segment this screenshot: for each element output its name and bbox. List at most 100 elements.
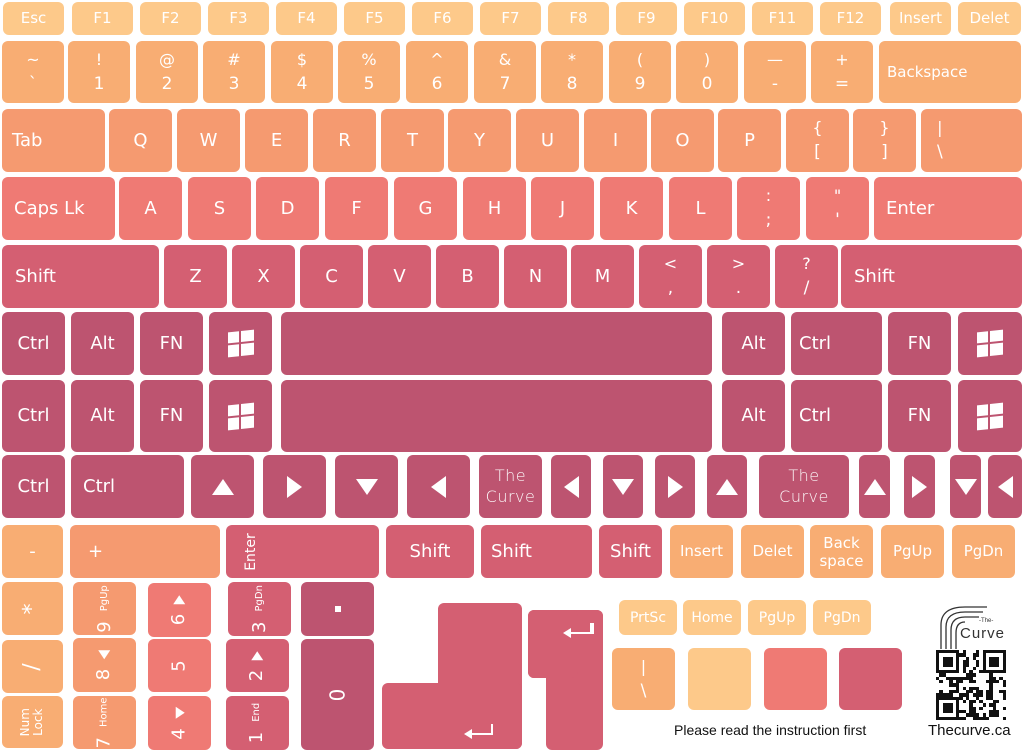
key-f1[interactable]: F1: [72, 2, 133, 35]
key-delet[interactable]: Delet: [958, 2, 1021, 35]
key-arrow-right[interactable]: [655, 455, 695, 518]
key-shift[interactable]: Shift: [841, 245, 1022, 308]
key-arrow-up[interactable]: [707, 455, 747, 518]
key-f8[interactable]: F8: [548, 2, 609, 35]
key-fn[interactable]: FN: [140, 312, 203, 375]
key-numpad-dot[interactable]: [301, 582, 374, 636]
key-pgup[interactable]: PgUp: [748, 600, 806, 635]
key-f6[interactable]: F6: [412, 2, 473, 35]
key-9[interactable]: (9: [609, 41, 671, 103]
key--[interactable]: — -: [744, 41, 806, 103]
key-the-curve[interactable]: The Curve: [759, 455, 849, 518]
key-f11[interactable]: F11: [752, 2, 813, 35]
key-o[interactable]: O: [651, 109, 714, 172]
key-space[interactable]: [281, 380, 712, 452]
key-f7[interactable]: F7: [480, 2, 541, 35]
key-shift[interactable]: Shift: [2, 245, 159, 308]
key-windows[interactable]: [209, 380, 272, 452]
key-windows[interactable]: [958, 380, 1022, 452]
key-windows[interactable]: [958, 312, 1022, 375]
key-n[interactable]: N: [504, 245, 567, 308]
key-f4[interactable]: F4: [276, 2, 337, 35]
key-num-lock[interactable]: Num Lock: [2, 696, 63, 748]
key-f5[interactable]: F5: [344, 2, 405, 35]
key-sym[interactable]: " ': [806, 177, 869, 240]
key-c[interactable]: C: [300, 245, 363, 308]
key-l[interactable]: L: [669, 177, 732, 240]
key-enter[interactable]: Enter: [874, 177, 1022, 240]
key-home[interactable]: Home: [683, 600, 741, 635]
key-7[interactable]: & 7: [474, 41, 536, 103]
key-2[interactable]: @2: [136, 41, 198, 103]
key-x[interactable]: X: [232, 245, 295, 308]
key-numpad-0[interactable]: 0: [301, 639, 374, 750]
key-shift[interactable]: Shift: [599, 525, 662, 578]
key-d[interactable]: D: [256, 177, 319, 240]
key-j[interactable]: J: [531, 177, 594, 240]
key-a[interactable]: A: [119, 177, 182, 240]
key-alt[interactable]: Alt: [722, 380, 785, 452]
key-s[interactable]: S: [188, 177, 251, 240]
key-windows[interactable]: [209, 312, 272, 375]
key-1[interactable]: ! 1: [68, 41, 130, 103]
key-sym[interactable]: ? /: [775, 245, 838, 308]
key-fn[interactable]: FN: [140, 380, 203, 452]
key-g[interactable]: G: [394, 177, 457, 240]
key-ctrl[interactable]: Ctrl: [2, 380, 65, 452]
key-u[interactable]: U: [516, 109, 579, 172]
key-numpad-4[interactable]: 4: [148, 696, 211, 750]
key-f3[interactable]: F3: [208, 2, 269, 35]
key-f12[interactable]: F12: [820, 2, 881, 35]
key-sym[interactable]: >.: [707, 245, 770, 308]
key-sym[interactable]: <,: [639, 245, 702, 308]
key-arrow-left[interactable]: [407, 455, 470, 518]
key-arrow-up[interactable]: [191, 455, 254, 518]
key-insert[interactable]: Insert: [890, 2, 951, 35]
key-numpad-divide[interactable]: /: [2, 640, 63, 693]
key-3[interactable]: #3: [203, 41, 265, 103]
key-p[interactable]: P: [718, 109, 781, 172]
key-the-curve[interactable]: The Curve: [479, 455, 542, 518]
key-numpad-3[interactable]: 3 PgDn: [228, 582, 291, 636]
qr-code[interactable]: [936, 650, 1006, 720]
key-alt[interactable]: Alt: [722, 312, 785, 375]
key-w[interactable]: W: [177, 109, 240, 172]
key-fn[interactable]: FN: [888, 380, 951, 452]
blank-key-light[interactable]: [688, 648, 751, 710]
key-insert[interactable]: Insert: [670, 525, 733, 578]
key-ctrl[interactable]: Ctrl: [791, 312, 882, 375]
key-5[interactable]: % 5: [338, 41, 400, 103]
key-numpad-2[interactable]: 2: [226, 639, 289, 692]
key-space[interactable]: [281, 312, 712, 375]
key-q[interactable]: Q: [109, 109, 172, 172]
key-fn[interactable]: FN: [888, 312, 951, 375]
blank-key-rose[interactable]: [839, 648, 902, 710]
key-pipe[interactable]: | \: [612, 648, 675, 710]
key-r[interactable]: R: [313, 109, 376, 172]
key-f2[interactable]: F2: [140, 2, 201, 35]
key-f9[interactable]: F9: [616, 2, 677, 35]
key-numpad-multiply[interactable]: *: [2, 582, 63, 635]
key-arrow-right[interactable]: [904, 455, 935, 518]
key-ctrl[interactable]: Ctrl: [2, 312, 65, 375]
key-y[interactable]: Y: [448, 109, 511, 172]
key-capssymlk[interactable]: Caps Lk: [2, 177, 115, 240]
blank-key-coral[interactable]: [764, 648, 827, 710]
key-`[interactable]: ~ `: [2, 41, 64, 103]
key-alt[interactable]: Alt: [71, 312, 134, 375]
key-numpad-9[interactable]: 9 PgUp: [73, 582, 136, 635]
key-arrow-right[interactable]: [263, 455, 326, 518]
key-f10[interactable]: F10: [684, 2, 745, 35]
key-i[interactable]: I: [584, 109, 647, 172]
key-6[interactable]: ^ 6: [406, 41, 468, 103]
key-numpad-minus[interactable]: -: [2, 525, 63, 578]
key-numpad-7[interactable]: 7 Home: [73, 696, 136, 749]
key-sym[interactable]: | \: [921, 109, 1022, 172]
key-tab[interactable]: Tab: [2, 109, 105, 172]
key-arrow-down[interactable]: [603, 455, 643, 518]
key-e[interactable]: E: [245, 109, 308, 172]
key-arrow-left[interactable]: [551, 455, 591, 518]
key-esc[interactable]: Esc: [3, 2, 64, 35]
key-f[interactable]: F: [325, 177, 388, 240]
